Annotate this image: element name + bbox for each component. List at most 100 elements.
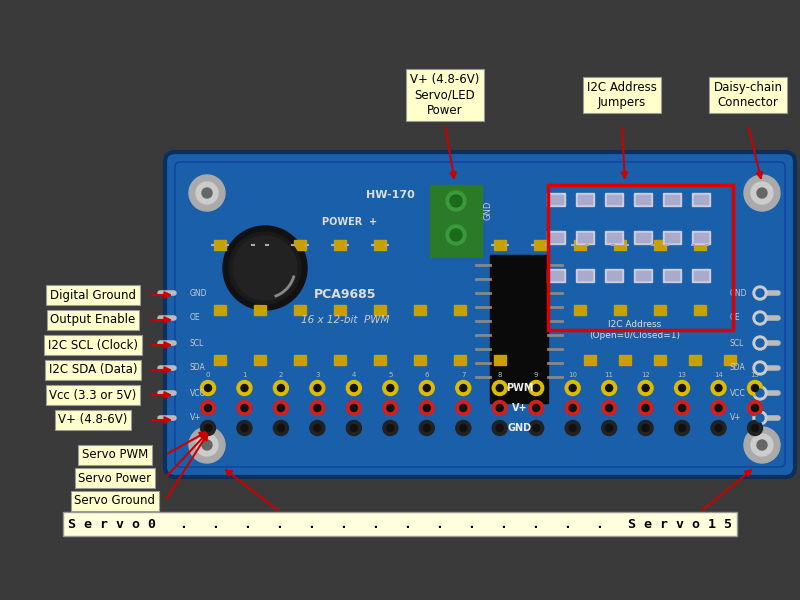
Bar (334, 305, 346, 315)
Circle shape (346, 421, 362, 436)
Circle shape (747, 421, 762, 436)
Text: 10: 10 (568, 372, 577, 378)
Bar (607, 195, 621, 204)
Circle shape (346, 380, 362, 395)
Bar (694, 240, 706, 250)
Circle shape (383, 421, 398, 436)
Circle shape (642, 385, 649, 391)
Circle shape (751, 434, 773, 456)
Circle shape (310, 401, 325, 415)
Circle shape (241, 425, 248, 431)
Circle shape (496, 425, 503, 431)
Bar (663, 269, 681, 282)
Circle shape (314, 385, 321, 391)
Text: 3: 3 (315, 372, 320, 378)
Text: POWER  +: POWER + (322, 217, 378, 227)
Bar (254, 305, 266, 315)
Text: Vcc (3.3 or 5V): Vcc (3.3 or 5V) (50, 389, 137, 401)
Text: 9: 9 (534, 372, 538, 378)
Circle shape (492, 421, 507, 436)
Bar (254, 240, 266, 250)
Circle shape (565, 401, 580, 415)
Circle shape (314, 425, 321, 431)
Circle shape (278, 404, 285, 412)
Circle shape (274, 421, 289, 436)
Bar (605, 193, 623, 206)
Circle shape (638, 421, 653, 436)
Circle shape (678, 404, 686, 412)
Circle shape (202, 440, 212, 450)
Bar (549, 271, 563, 280)
Circle shape (753, 386, 767, 400)
Bar (636, 271, 650, 280)
Circle shape (751, 182, 773, 204)
Circle shape (751, 425, 758, 431)
Text: 12: 12 (641, 372, 650, 378)
Circle shape (419, 380, 434, 395)
Circle shape (674, 380, 690, 395)
Bar (214, 305, 226, 315)
Bar (578, 233, 592, 242)
Circle shape (678, 425, 686, 431)
Bar (574, 305, 586, 315)
Bar (636, 233, 650, 242)
Text: 11: 11 (605, 372, 614, 378)
Circle shape (346, 401, 362, 415)
Circle shape (744, 175, 780, 211)
Circle shape (492, 401, 507, 415)
Text: 7: 7 (461, 372, 466, 378)
Circle shape (456, 401, 470, 415)
Circle shape (201, 380, 215, 395)
Circle shape (756, 389, 764, 397)
Text: GND: GND (508, 423, 532, 433)
Text: S e r v o 0   .   .   .   .   .   .   .   .   .   .   .   .   .   .   S e r v o : S e r v o 0 . . . . . . . . . . . . . . … (68, 517, 732, 530)
Circle shape (602, 401, 617, 415)
Circle shape (565, 380, 580, 395)
Circle shape (751, 385, 758, 391)
Circle shape (450, 229, 462, 241)
Circle shape (642, 404, 649, 412)
Circle shape (423, 385, 430, 391)
Circle shape (446, 191, 466, 211)
Bar (654, 305, 666, 315)
Text: 15: 15 (750, 372, 759, 378)
Text: SCL: SCL (730, 338, 744, 347)
Circle shape (711, 380, 726, 395)
Bar (694, 233, 708, 242)
Bar (576, 269, 594, 282)
Circle shape (350, 385, 358, 391)
Circle shape (674, 421, 690, 436)
Circle shape (642, 425, 649, 431)
Text: PWM: PWM (506, 383, 534, 393)
Circle shape (606, 425, 613, 431)
Circle shape (674, 401, 690, 415)
Text: 16 x 12-bit  PWM: 16 x 12-bit PWM (301, 315, 390, 325)
Circle shape (753, 411, 767, 425)
Bar (724, 355, 736, 365)
Circle shape (310, 380, 325, 395)
Circle shape (241, 385, 248, 391)
Bar (294, 355, 306, 365)
Circle shape (223, 226, 307, 310)
Bar (548, 185, 733, 330)
Circle shape (678, 385, 686, 391)
Circle shape (450, 195, 462, 207)
Bar (584, 355, 596, 365)
Bar (692, 193, 710, 206)
Circle shape (205, 425, 211, 431)
Bar (547, 193, 565, 206)
Text: V+: V+ (730, 413, 742, 422)
Text: 13: 13 (678, 372, 686, 378)
Bar (454, 305, 466, 315)
Circle shape (602, 421, 617, 436)
Bar (549, 233, 563, 242)
Bar (254, 355, 266, 365)
Circle shape (602, 380, 617, 395)
Circle shape (456, 380, 470, 395)
Bar (634, 269, 652, 282)
Bar (334, 240, 346, 250)
Circle shape (205, 385, 211, 391)
Circle shape (278, 425, 285, 431)
Text: 1: 1 (242, 372, 246, 378)
Circle shape (460, 425, 466, 431)
